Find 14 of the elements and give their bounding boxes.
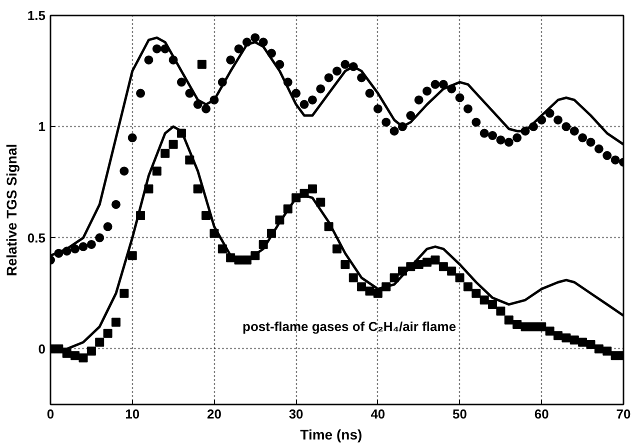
annotation: post-flame gases of C₂H₄/air flame [242,319,456,334]
y-tick-label: 1.5 [27,8,46,23]
x-tick-label: 50 [452,406,468,422]
y-tick-label: 0.5 [27,230,46,246]
x-tick-label: 40 [370,406,386,422]
x-tick-label: 30 [288,406,304,422]
y-axis-title: Relative TGS Signal [3,144,20,276]
y-tick-label: 0 [38,341,46,356]
x-tick-label: 60 [534,406,549,422]
x-tick-label: 10 [125,406,140,422]
x-tick-label: 70 [616,406,631,422]
x-tick-label: 20 [206,406,222,422]
x-axis-title: Time (ns) [300,426,362,442]
y-tick-label: 1 [38,119,46,134]
